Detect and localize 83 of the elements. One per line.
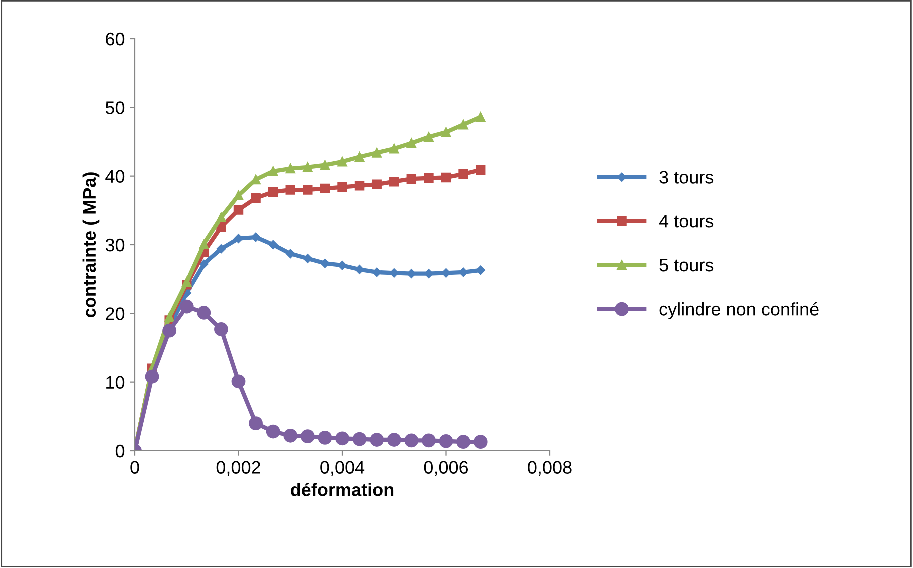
- y-tick-label: 10: [106, 376, 125, 390]
- point: [476, 112, 486, 122]
- point: [197, 306, 212, 320]
- point: [268, 166, 278, 176]
- point: [352, 432, 367, 446]
- point: [214, 322, 228, 336]
- point: [320, 184, 330, 194]
- point: [406, 138, 417, 148]
- point: [303, 185, 313, 195]
- point: [268, 240, 278, 250]
- point: [216, 244, 226, 254]
- point: [286, 249, 296, 259]
- point: [251, 232, 261, 242]
- point: [300, 430, 315, 444]
- point: [320, 258, 330, 268]
- x-tick-label: 0,006: [424, 461, 468, 476]
- point: [390, 144, 400, 154]
- point: [303, 162, 313, 172]
- point: [424, 269, 434, 278]
- point: [318, 431, 332, 445]
- point: [354, 181, 365, 191]
- y-tick-label: 30: [106, 238, 125, 252]
- point: [162, 324, 177, 338]
- point: [338, 157, 348, 167]
- point: [320, 160, 330, 170]
- point: [164, 312, 174, 322]
- point: [338, 182, 348, 192]
- point: [370, 433, 384, 447]
- point: [284, 428, 298, 443]
- point: [439, 434, 454, 448]
- point: [458, 169, 468, 180]
- legend-label: 5 tours: [660, 259, 714, 272]
- point: [474, 435, 488, 450]
- point: [232, 374, 246, 389]
- point: [336, 432, 350, 446]
- point: [456, 435, 470, 450]
- y-tick-label: 60: [106, 32, 125, 46]
- point: [266, 424, 280, 439]
- point: [476, 266, 486, 276]
- point: [406, 174, 417, 184]
- y-tick-label: 40: [106, 170, 125, 184]
- point: [234, 205, 244, 215]
- point: [422, 434, 436, 448]
- point: [458, 120, 468, 130]
- point: [338, 260, 348, 270]
- legend-label: cylindre non confiné: [660, 302, 819, 320]
- point: [199, 239, 210, 250]
- x-tick-label: 0,008: [528, 461, 572, 476]
- point: [286, 185, 296, 195]
- point: [372, 180, 382, 190]
- y-axis-title: contrainte ( MPa): [82, 172, 100, 318]
- point: [390, 176, 400, 187]
- point: [200, 260, 209, 269]
- y-tick-label: 0: [116, 444, 125, 458]
- x-tick-label: 0,002: [216, 461, 260, 476]
- legend-label: 3 tours: [660, 171, 714, 184]
- x-tick-label: 0,004: [320, 461, 365, 476]
- point: [249, 416, 263, 430]
- y-tick-label: 50: [106, 102, 125, 114]
- point: [182, 277, 192, 287]
- point: [268, 187, 278, 197]
- point: [404, 434, 419, 448]
- point: [354, 152, 365, 162]
- y-tick-label: 20: [106, 308, 125, 320]
- point: [145, 370, 160, 384]
- point: [180, 300, 194, 314]
- x-axis-title: déformation: [291, 482, 394, 496]
- point: [355, 265, 364, 274]
- point: [372, 148, 382, 158]
- point: [234, 190, 244, 200]
- point: [441, 172, 452, 183]
- point: [303, 254, 313, 264]
- point: [216, 212, 226, 222]
- point: [424, 132, 434, 142]
- point: [424, 174, 434, 184]
- legend-label: 4 tours: [659, 215, 714, 228]
- x-tick-label: 0: [130, 461, 140, 474]
- point: [476, 165, 486, 176]
- point: [441, 128, 452, 138]
- point: [387, 433, 402, 447]
- point: [251, 193, 261, 204]
- point: [372, 268, 382, 278]
- point: [286, 164, 296, 174]
